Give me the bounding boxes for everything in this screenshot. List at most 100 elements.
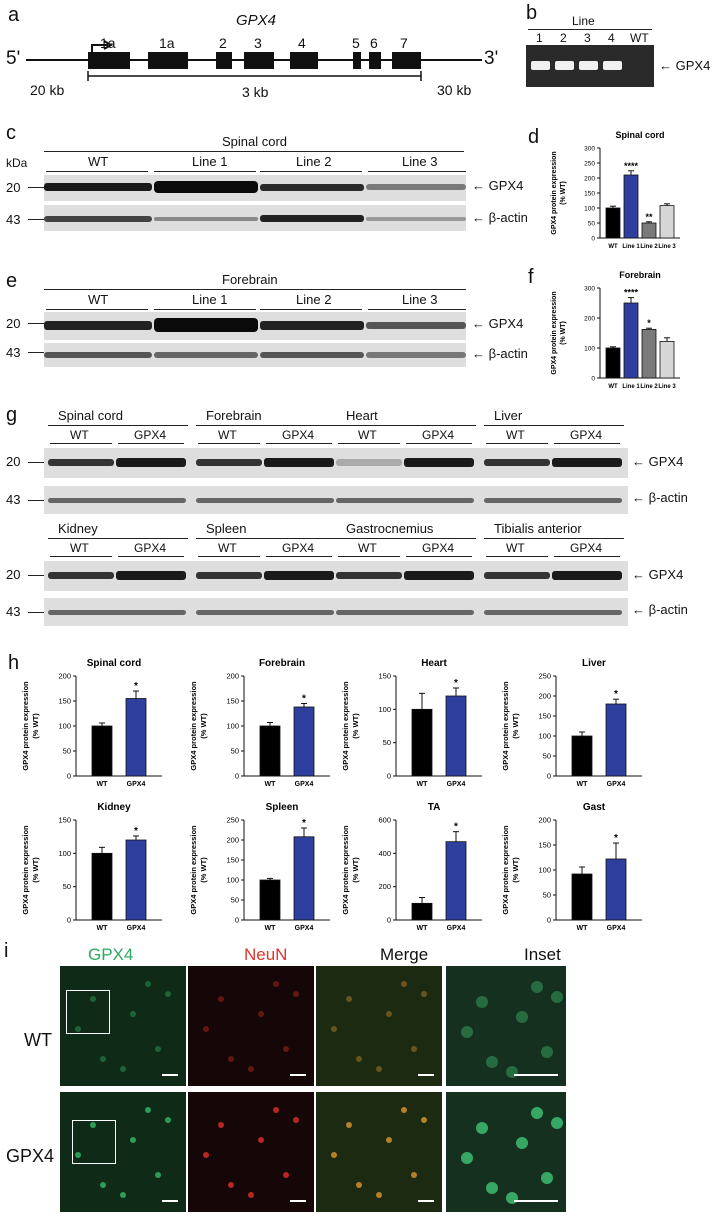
cell xyxy=(541,1046,553,1058)
significance-marker: * xyxy=(614,689,618,700)
genotype-line xyxy=(338,556,400,557)
genotype-line xyxy=(50,556,112,557)
x-tick-label: Line 2 xyxy=(640,384,658,390)
gel-band xyxy=(579,61,598,70)
gene-diagram xyxy=(26,40,482,81)
cell xyxy=(346,996,352,1002)
y-tick-label: 0 xyxy=(547,916,551,925)
micro-header: Inset xyxy=(524,945,561,964)
genotype-line xyxy=(198,443,260,444)
y-axis-label: GPX4 protein expression xyxy=(551,291,558,374)
tissue-label: Liver xyxy=(494,408,523,423)
band xyxy=(336,572,402,579)
blot-c-title-line xyxy=(44,151,464,152)
panel-label-a: a xyxy=(8,4,20,26)
bar xyxy=(605,858,627,921)
bar xyxy=(571,873,593,921)
gel-lane-label: 1 xyxy=(536,31,543,45)
significance-marker: * xyxy=(302,818,306,829)
genotype-label: WT xyxy=(218,428,237,442)
y-axis-label: GPX4 protein expression xyxy=(551,151,558,234)
panel-label-i: i xyxy=(4,940,9,962)
x-tick-label: WT xyxy=(265,781,277,788)
y-tick-label: 100 xyxy=(538,866,551,875)
micro-header: Merge xyxy=(380,945,429,964)
cell xyxy=(476,996,488,1008)
blot-group: Line 1 xyxy=(192,292,228,307)
y-axis-label: (% WT) xyxy=(351,857,360,883)
tissue-label: Spinal cord xyxy=(58,408,124,423)
y-tick-label: 50 xyxy=(543,891,551,900)
band-label: ← GPX4 xyxy=(472,316,524,331)
y-axis-label: (% WT) xyxy=(511,713,520,739)
y-tick-label: 100 xyxy=(584,346,595,353)
tissue-line xyxy=(336,538,476,539)
y-axis-label: (% WT) xyxy=(511,857,520,883)
exon-label: 1a xyxy=(100,35,116,51)
kda-label: kDa xyxy=(6,156,28,170)
blot-group: Line 1 xyxy=(192,154,228,169)
group-line xyxy=(260,171,362,172)
downstream-length: 30 kb xyxy=(437,82,472,98)
band xyxy=(336,459,402,466)
bar xyxy=(91,852,113,921)
band xyxy=(264,458,334,467)
genotype-line xyxy=(554,556,620,557)
gel-header: Line xyxy=(572,14,595,28)
y-tick-label: 0 xyxy=(235,916,239,925)
y-tick-label: 150 xyxy=(58,816,71,825)
marker-tick xyxy=(28,612,44,613)
genotype-label: GPX4 xyxy=(134,428,167,442)
kda-marker: 20 xyxy=(6,316,21,331)
micrograph xyxy=(188,1092,314,1212)
gel-band xyxy=(603,61,622,70)
blot-group: Line 2 xyxy=(296,292,332,307)
bar xyxy=(259,725,281,777)
bar-chart: Gast GPX4 protein expression (% WT) 0 50 100 1… xyxy=(501,802,642,932)
cell xyxy=(516,1011,528,1023)
y-tick-label: 600 xyxy=(378,816,391,825)
cell xyxy=(258,1137,264,1143)
y-tick-label: 50 xyxy=(231,747,239,756)
micro-row-label: GPX4 xyxy=(6,1146,55,1166)
gel-band xyxy=(555,61,574,70)
marker-tick xyxy=(28,219,44,220)
gel-lane-label: 2 xyxy=(560,31,567,45)
scale-bar xyxy=(418,1200,434,1202)
x-tick-label: WT xyxy=(608,384,618,390)
cell xyxy=(356,1056,362,1062)
chart-title: Heart xyxy=(421,658,447,669)
cell xyxy=(165,991,171,997)
scale-bar xyxy=(514,1074,558,1076)
kda-marker: 43 xyxy=(6,345,21,360)
gel-image xyxy=(526,45,654,87)
y-tick-label: 0 xyxy=(235,772,239,781)
y-axis-label: (% WT) xyxy=(199,713,208,739)
y-tick-label: 150 xyxy=(584,191,595,198)
five-prime-label: 5' xyxy=(6,48,21,69)
y-tick-label: 300 xyxy=(584,286,595,293)
band-label-text: β-actin xyxy=(488,210,528,225)
blot-e-bands xyxy=(44,318,466,358)
y-axis-label: GPX4 protein expression xyxy=(189,825,198,915)
y-tick-label: 250 xyxy=(538,672,551,681)
scale-bar xyxy=(290,1200,306,1202)
cell xyxy=(283,1172,289,1178)
exon-label: 5 xyxy=(352,35,360,51)
bar xyxy=(605,207,621,239)
bar-chart: Forebrain GPX4 protein expression (% WT) 0 5… xyxy=(189,658,330,788)
cell xyxy=(401,981,407,987)
band xyxy=(552,571,622,580)
bar xyxy=(293,836,315,921)
bar xyxy=(445,695,467,777)
gene-title: GPX4 xyxy=(236,12,277,29)
cell xyxy=(401,1107,407,1113)
bar xyxy=(125,839,147,921)
bar xyxy=(293,706,315,777)
blot-group: WT xyxy=(88,292,109,307)
y-tick-label: 0 xyxy=(591,376,595,383)
genotype-label: WT xyxy=(506,428,525,442)
y-tick-label: 200 xyxy=(226,836,239,845)
kda-marker: 43 xyxy=(6,604,21,619)
panel-label-f: f xyxy=(528,266,534,288)
